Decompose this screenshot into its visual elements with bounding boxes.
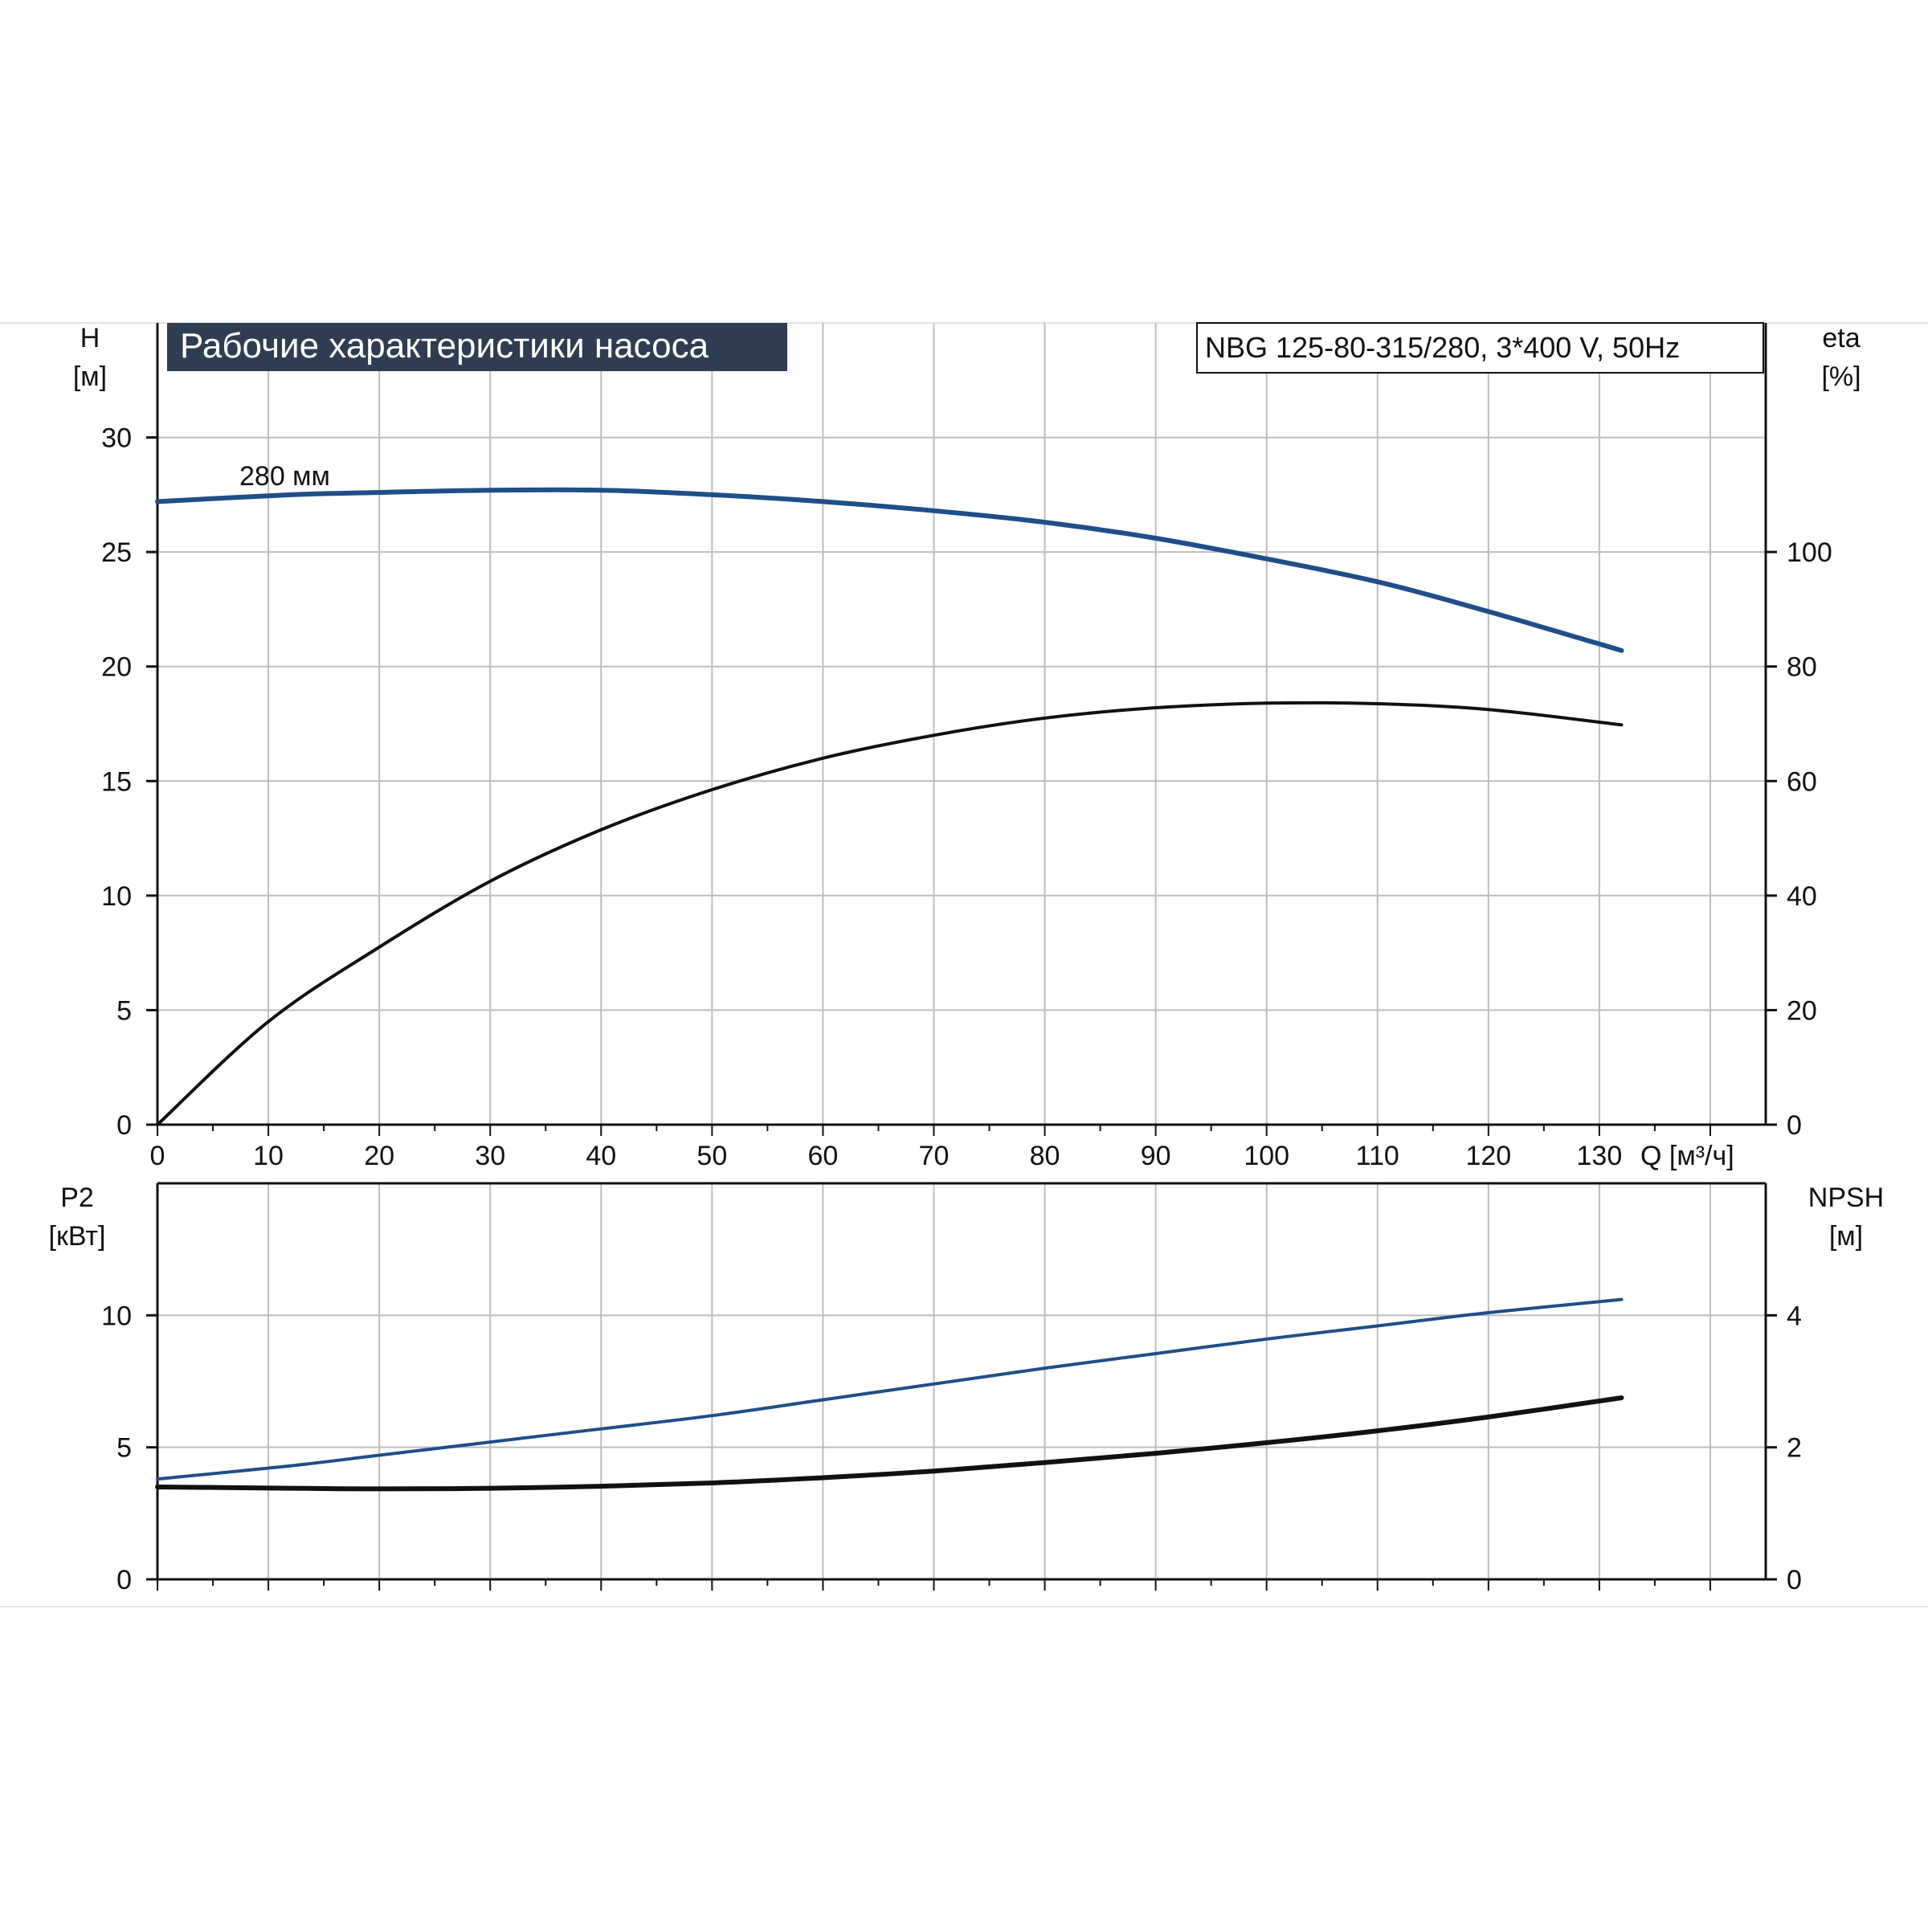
model-box <box>1196 322 1764 374</box>
h-axis-label: H <box>80 323 100 353</box>
upper-series <box>155 487 1624 1126</box>
upper-tick-labels: 0 5 10 15 20 25 30 0 20 40 60 80 100 0 10 20 30 40 50 60 70 8… <box>101 423 1832 1171</box>
right-tick-label: 2 <box>1787 1433 1802 1464</box>
x-tick-label: 30 <box>475 1141 505 1171</box>
x-tick-label: 10 <box>253 1141 284 1171</box>
left-tick-label: 15 <box>101 766 132 797</box>
npsh-axis-label: NPSH <box>1808 1182 1884 1213</box>
x-tick-label: 50 <box>696 1141 727 1171</box>
h-axis-unit: [м] <box>73 361 107 392</box>
x-tick-label: 80 <box>1030 1141 1060 1171</box>
right-tick-label: 80 <box>1787 652 1817 683</box>
series-line-0-0 <box>155 487 1624 653</box>
series-line-1-1 <box>155 1395 1624 1492</box>
upper-grid <box>156 323 1767 1126</box>
x-tick-label: 120 <box>1465 1141 1511 1171</box>
x-tick-label: 70 <box>919 1141 950 1171</box>
x-tick-label: 110 <box>1356 1141 1399 1171</box>
p2-axis-unit: [кВт] <box>49 1221 106 1252</box>
lower-series <box>155 1297 1624 1492</box>
impeller-diameter-annotation: 280 мм <box>239 461 330 492</box>
right-tick-label: 4 <box>1787 1301 1802 1331</box>
lower-tick-labels: 0 5 10 0 2 4 <box>101 1301 1802 1595</box>
eta-axis-label: eta <box>1822 323 1860 353</box>
eta-axis-unit: [%] <box>1821 361 1861 392</box>
model-label: NBG 125-80-315/280, 3*400 V, 50Hz <box>1205 331 1680 364</box>
left-tick-label: 25 <box>101 537 132 568</box>
right-tick-label: 20 <box>1787 995 1817 1026</box>
x-tick-label: 40 <box>586 1141 616 1171</box>
right-tick-label: 40 <box>1787 881 1817 912</box>
x-tick-label: 20 <box>364 1141 394 1171</box>
chart-title: Рабочие характеристики насоса <box>180 326 709 366</box>
series-line-0-1 <box>156 701 1624 1126</box>
x-tick-label: 60 <box>807 1141 838 1171</box>
q-axis-label: Q [м³/ч] <box>1640 1141 1734 1171</box>
lower-grid <box>156 1182 1767 1581</box>
npsh-axis-unit: [м] <box>1829 1221 1863 1252</box>
left-tick-label: 0 <box>116 1110 132 1141</box>
x-tick-label: 130 <box>1577 1141 1623 1171</box>
x-tick-label: 90 <box>1141 1141 1171 1171</box>
p2-axis-label: P2 <box>60 1182 94 1213</box>
right-tick-label: 100 <box>1787 537 1832 568</box>
right-tick-label: 60 <box>1787 766 1817 797</box>
x-tick-label: 100 <box>1244 1141 1289 1171</box>
left-tick-label: 10 <box>101 881 132 912</box>
series-line-1-0 <box>156 1297 1624 1481</box>
left-tick-label: 10 <box>101 1301 132 1331</box>
right-tick-label: 0 <box>1787 1565 1802 1595</box>
left-tick-label: 30 <box>101 423 132 454</box>
left-tick-label: 20 <box>101 652 132 683</box>
right-tick-label: 0 <box>1787 1110 1802 1141</box>
left-tick-label: 5 <box>116 1433 132 1464</box>
left-tick-label: 0 <box>116 1565 132 1595</box>
left-tick-label: 5 <box>116 995 132 1026</box>
title-box <box>167 323 787 371</box>
x-tick-label: 0 <box>150 1141 165 1171</box>
